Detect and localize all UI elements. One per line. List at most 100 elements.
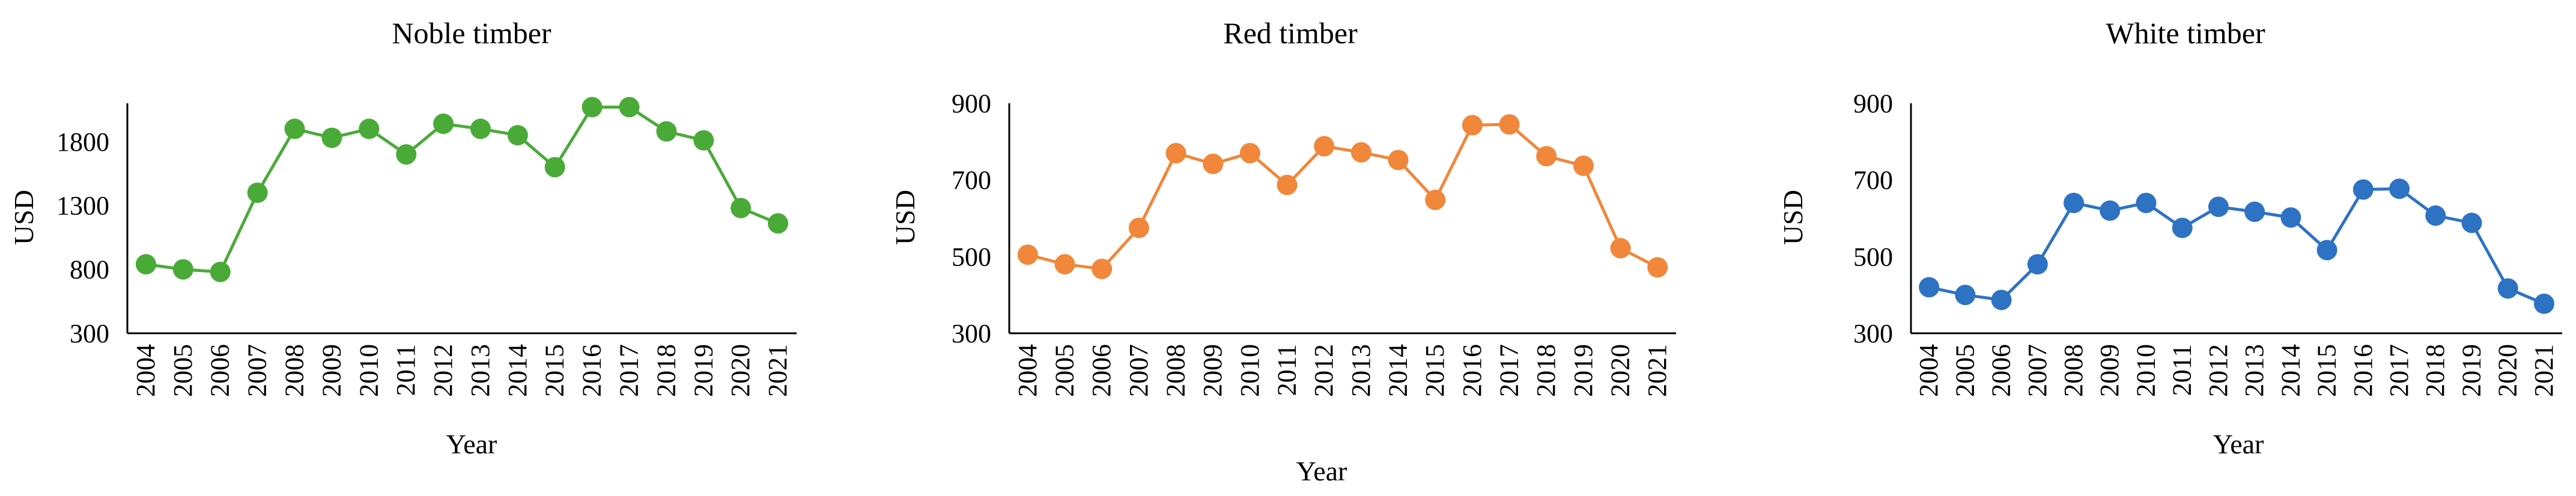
x-tick-label: 2018: [651, 344, 681, 397]
data-point: [2533, 293, 2554, 314]
data-point: [210, 261, 231, 282]
x-tick-label: 2013: [466, 344, 495, 397]
x-tick-label: 2014: [1384, 344, 1413, 397]
data-point: [2425, 205, 2446, 226]
data-point: [1610, 238, 1631, 259]
x-tick-label: 2010: [1235, 344, 1265, 397]
data-point: [1054, 254, 1075, 275]
x-tick-label: 2008: [280, 344, 309, 397]
data-point: [1955, 285, 1976, 306]
data-point: [2280, 207, 2301, 228]
chart-title: Red timber: [1223, 16, 1358, 50]
y-tick-label: 300: [1853, 319, 1893, 348]
y-tick-label: 300: [952, 319, 991, 348]
data-point: [731, 198, 752, 219]
x-tick-label: 2017: [615, 344, 644, 397]
data-point: [507, 125, 528, 146]
data-point: [1425, 189, 1446, 210]
data-point: [135, 254, 156, 275]
x-tick-label: 2006: [1087, 344, 1116, 397]
data-point: [2136, 192, 2157, 213]
x-tick-label: 2016: [577, 344, 607, 397]
x-tick-label: 2016: [2348, 344, 2378, 397]
data-point: [656, 121, 677, 142]
y-tick-label: 1300: [56, 191, 109, 220]
x-tick-label: 2010: [2131, 344, 2160, 397]
data-point: [1128, 217, 1149, 238]
data-point: [284, 118, 305, 139]
x-tick-label: 2016: [1457, 344, 1487, 397]
x-tick-label: 2011: [391, 344, 421, 396]
data-point: [2353, 179, 2374, 200]
y-tick-label: 900: [952, 89, 991, 118]
data-point: [2100, 200, 2121, 221]
data-point: [433, 113, 454, 135]
data-point: [1092, 258, 1113, 279]
x-tick-label: 2015: [540, 344, 570, 397]
data-point: [2461, 213, 2482, 234]
x-tick-label: 2019: [2456, 344, 2486, 397]
data-point: [1388, 150, 1409, 171]
y-axis-label: USD: [8, 190, 39, 245]
x-tick-label: 2015: [2312, 344, 2342, 397]
data-point: [359, 118, 380, 139]
x-tick-label: 2004: [1914, 344, 1943, 397]
series-line: [1027, 122, 1659, 271]
x-tick-label: 2007: [2023, 344, 2052, 397]
x-axis-label: Year: [446, 429, 497, 459]
x-tick-label: 2010: [354, 344, 383, 397]
y-tick-label: 800: [70, 255, 109, 285]
data-point: [544, 157, 565, 178]
data-point: [1203, 153, 1224, 174]
x-tick-label: 2005: [1950, 344, 1979, 397]
x-tick-label: 2009: [1198, 344, 1227, 397]
data-point: [1277, 174, 1298, 195]
x-tick-label: 2021: [2529, 344, 2559, 397]
data-point: [2064, 192, 2084, 213]
x-tick-label: 2004: [131, 344, 160, 397]
data-point: [2316, 240, 2338, 261]
x-tick-label: 2005: [1050, 344, 1080, 397]
x-tick-label: 2021: [763, 344, 792, 397]
data-point: [2389, 178, 2410, 199]
y-tick-label: 500: [1853, 242, 1893, 271]
data-point: [172, 259, 193, 280]
x-tick-label: 2014: [2276, 344, 2305, 397]
x-tick-label: 2005: [168, 344, 198, 397]
x-axis-label: Year: [2213, 429, 2264, 459]
x-tick-label: 2014: [503, 344, 532, 397]
x-tick-label: 2011: [2167, 344, 2197, 396]
data-point: [1499, 114, 1520, 135]
x-tick-label: 2004: [1013, 344, 1042, 397]
x-tick-label: 2006: [1987, 344, 2016, 397]
y-tick-label: 500: [952, 242, 991, 271]
x-tick-label: 2017: [1495, 344, 1524, 397]
data-point: [619, 97, 640, 118]
x-tick-label: 2009: [2095, 344, 2124, 397]
x-tick-label: 2006: [205, 344, 235, 397]
x-tick-label: 2013: [2240, 344, 2269, 397]
x-tick-label: 2015: [1420, 344, 1450, 397]
x-tick-label: 2020: [1606, 344, 1635, 397]
x-tick-label: 2020: [726, 344, 755, 397]
x-tick-label: 2012: [1309, 344, 1338, 397]
chart-title: Noble timber: [392, 16, 551, 50]
data-point: [2244, 201, 2265, 222]
x-tick-label: 2020: [2493, 344, 2523, 397]
data-point: [1991, 289, 2012, 310]
data-point: [1017, 244, 1038, 265]
y-axis-label: USD: [890, 190, 920, 245]
x-tick-label: 2021: [1642, 344, 1672, 397]
data-point: [396, 144, 417, 165]
x-tick-label: 2007: [1124, 344, 1153, 397]
data-point: [1239, 142, 1260, 163]
y-tick-label: 300: [70, 319, 109, 348]
data-point: [247, 182, 268, 203]
x-tick-label: 2012: [428, 344, 458, 397]
x-tick-label: 2008: [1161, 344, 1191, 397]
y-axis-label: USD: [1778, 190, 1808, 245]
